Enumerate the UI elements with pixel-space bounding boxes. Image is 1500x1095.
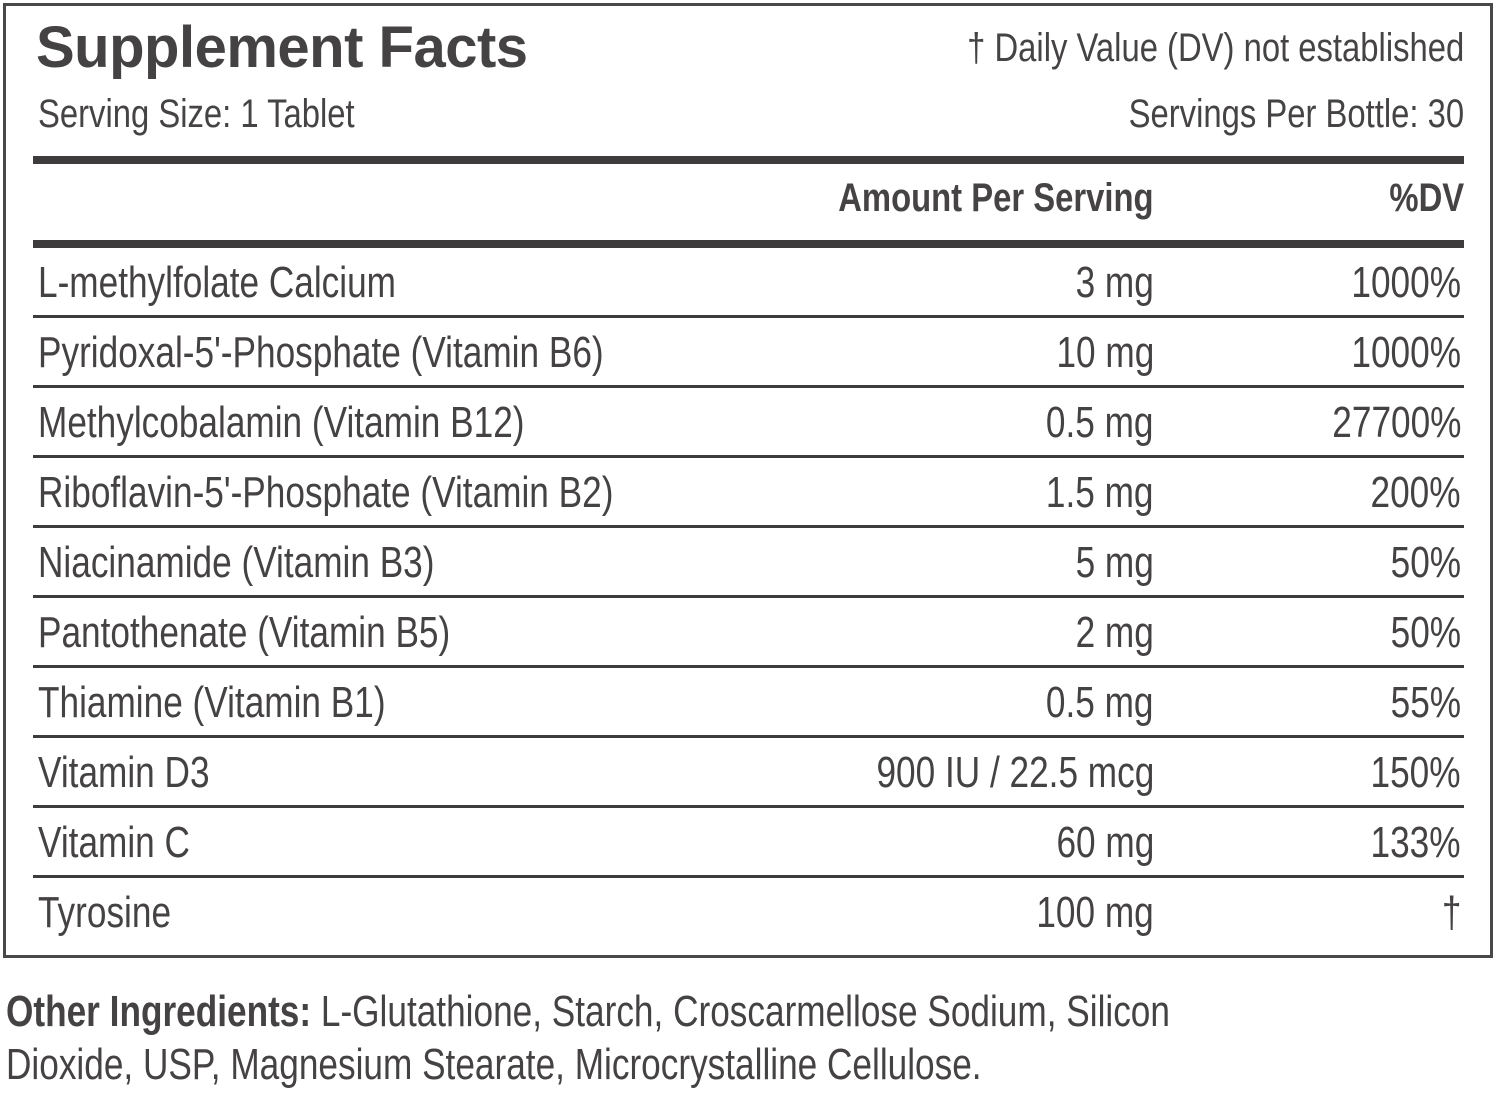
nutrient-amount: 3 mg bbox=[1075, 258, 1154, 307]
nutrient-name: Vitamin C bbox=[38, 818, 190, 867]
divider-top bbox=[33, 156, 1464, 164]
table-row: L-methylfolate Calcium 3 mg 1000% bbox=[33, 248, 1464, 318]
nutrient-dv: 50% bbox=[1390, 608, 1461, 657]
nutrient-dv: 55% bbox=[1390, 678, 1461, 727]
table-row: Pyridoxal-5'-Phosphate (Vitamin B6) 10 m… bbox=[33, 318, 1464, 388]
nutrient-dv: 1000% bbox=[1351, 328, 1461, 377]
serving-size: Serving Size: 1 Tablet bbox=[38, 92, 355, 136]
nutrient-amount: 5 mg bbox=[1075, 538, 1154, 587]
nutrient-name: Riboflavin-5'-Phosphate (Vitamin B2) bbox=[38, 468, 614, 517]
nutrient-name: Pantothenate (Vitamin B5) bbox=[38, 608, 451, 657]
table-row: Thiamine (Vitamin B1) 0.5 mg 55% bbox=[33, 668, 1464, 738]
table-row: Riboflavin-5'-Phosphate (Vitamin B2) 1.5… bbox=[33, 458, 1464, 528]
nutrient-name: Niacinamide (Vitamin B3) bbox=[38, 538, 435, 587]
nutrient-dv: 133% bbox=[1370, 818, 1461, 867]
table-row: Tyrosine 100 mg † bbox=[33, 878, 1464, 948]
divider-header bbox=[33, 240, 1464, 248]
table-row: Pantothenate (Vitamin B5) 2 mg 50% bbox=[33, 598, 1464, 668]
other-ingredients-text: L-Glutathione, Starch, Croscarmellose So… bbox=[6, 987, 1170, 1089]
nutrient-dv: 1000% bbox=[1351, 258, 1461, 307]
other-ingredients: Other Ingredients: L-Glutathione, Starch… bbox=[6, 985, 1286, 1091]
nutrient-amount: 100 mg bbox=[1036, 888, 1154, 937]
nutrient-dv: 50% bbox=[1390, 538, 1461, 587]
other-ingredients-label: Other Ingredients: bbox=[6, 987, 312, 1036]
column-header-dv: %DV bbox=[1389, 176, 1464, 220]
servings-per-bottle: Servings Per Bottle: 30 bbox=[1128, 92, 1464, 136]
nutrient-amount: 2 mg bbox=[1075, 608, 1154, 657]
dv-footnote: † Daily Value (DV) not established bbox=[966, 26, 1464, 70]
nutrient-name: Thiamine (Vitamin B1) bbox=[38, 678, 386, 727]
nutrient-dv: 200% bbox=[1370, 468, 1461, 517]
nutrient-name: Tyrosine bbox=[38, 888, 172, 937]
nutrient-amount: 0.5 mg bbox=[1046, 678, 1154, 727]
nutrient-dv: † bbox=[1441, 888, 1461, 937]
nutrient-table: L-methylfolate Calcium 3 mg 1000% Pyrido… bbox=[33, 248, 1464, 948]
nutrient-amount: 0.5 mg bbox=[1046, 398, 1154, 447]
nutrient-dv: 27700% bbox=[1331, 398, 1461, 447]
nutrient-amount: 10 mg bbox=[1056, 328, 1154, 377]
column-header-amount: Amount Per Serving bbox=[838, 176, 1154, 220]
nutrient-name: Methylcobalamin (Vitamin B12) bbox=[38, 398, 525, 447]
nutrient-name: Vitamin D3 bbox=[38, 748, 210, 797]
nutrient-amount: 60 mg bbox=[1056, 818, 1154, 867]
table-row: Methylcobalamin (Vitamin B12) 0.5 mg 277… bbox=[33, 388, 1464, 458]
nutrient-amount: 900 IU / 22.5 mcg bbox=[876, 748, 1154, 797]
nutrient-dv: 150% bbox=[1370, 748, 1461, 797]
page-title: Supplement Facts bbox=[36, 15, 528, 80]
nutrient-name: Pyridoxal-5'-Phosphate (Vitamin B6) bbox=[38, 328, 604, 377]
table-row: Vitamin C 60 mg 133% bbox=[33, 808, 1464, 878]
nutrient-name: L-methylfolate Calcium bbox=[38, 258, 396, 307]
table-row: Niacinamide (Vitamin B3) 5 mg 50% bbox=[33, 528, 1464, 598]
nutrient-amount: 1.5 mg bbox=[1046, 468, 1154, 517]
table-row: Vitamin D3 900 IU / 22.5 mcg 150% bbox=[33, 738, 1464, 808]
